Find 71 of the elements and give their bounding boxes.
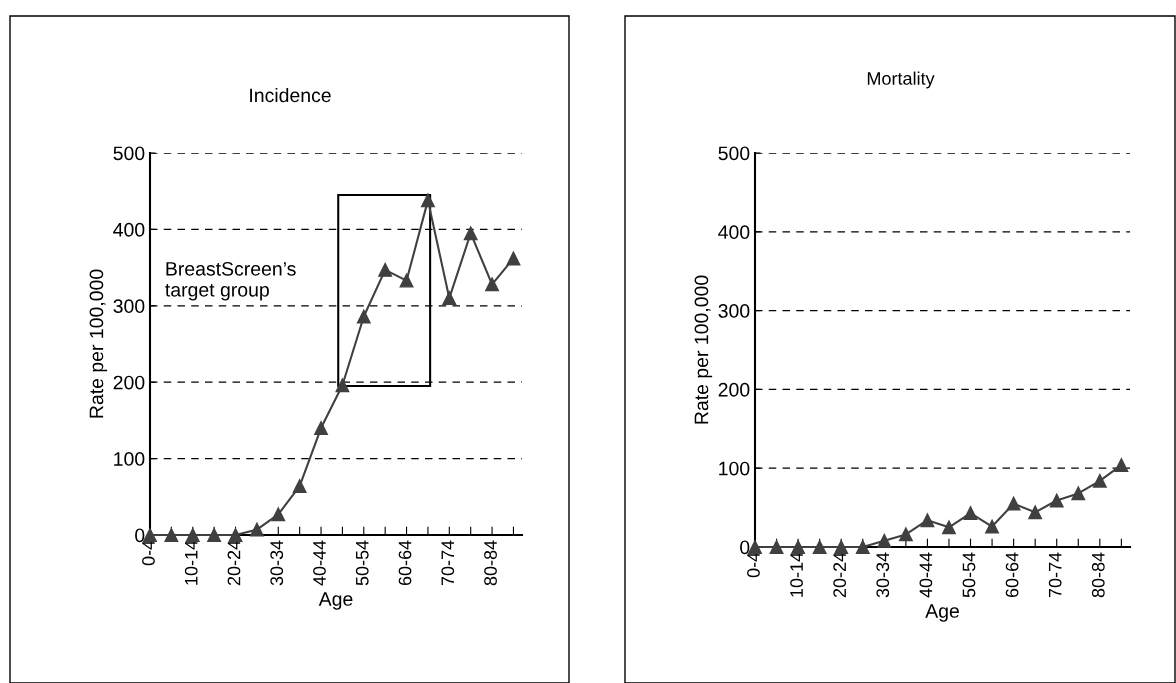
point (920, 513, 935, 528)
y-tick-label: 400 (113, 222, 145, 237)
x-tick-label: 40-44 (313, 540, 326, 586)
point (485, 277, 500, 292)
y-tick-label: 200 (718, 382, 750, 397)
annotation: BreastScreen’s target group (165, 261, 296, 301)
y-tick-label: 500 (113, 146, 145, 161)
x-tick-label: 80-84 (1091, 552, 1105, 598)
x-tick-label: 20-24 (833, 552, 847, 598)
x-tick-label: 20-24 (227, 540, 241, 586)
y-tick-label: 0 (740, 540, 750, 555)
x-tick-label: 50-54 (355, 540, 369, 586)
point (834, 540, 849, 554)
y-tick-label: 0 (135, 528, 145, 543)
x-tick-label: 0-4 (142, 540, 155, 566)
point (1114, 458, 1129, 472)
y-tick-label: 100 (114, 452, 145, 466)
x-tick-label: 30-34 (270, 540, 284, 586)
point (985, 519, 1000, 534)
y-tick-label: 100 (719, 461, 750, 476)
x-tick-label: 40-44 (919, 552, 933, 598)
point (812, 540, 827, 554)
point (378, 262, 393, 277)
point (164, 528, 179, 542)
x-axis-title: Age (925, 604, 959, 622)
point (228, 528, 243, 542)
point (942, 520, 956, 535)
point (898, 527, 913, 542)
point (356, 309, 371, 324)
point (1071, 486, 1086, 501)
y-tick-label: 400 (718, 225, 750, 240)
x-tick-label: 30-34 (876, 552, 890, 598)
point (292, 479, 307, 494)
point (314, 421, 328, 435)
x-tick-label: 10-14 (184, 540, 198, 585)
y-tick-label: 500 (718, 146, 750, 161)
point (1092, 473, 1107, 488)
point (442, 291, 457, 306)
point (1049, 493, 1064, 508)
point (399, 273, 414, 288)
point (791, 540, 806, 554)
x-tick-label: 0-4 (747, 552, 760, 578)
x-tick-label: 70-74 (441, 540, 455, 586)
point (463, 226, 478, 241)
point (506, 251, 521, 266)
chart-title: Mortality (867, 71, 935, 89)
x-tick-label: 60-64 (1005, 552, 1019, 598)
point (963, 506, 978, 521)
point (877, 533, 892, 548)
y-tick-label: 200 (113, 375, 145, 390)
y-axis-title: Rate per 100,000 (694, 275, 713, 424)
y-axis-title: Rate per 100,000 (89, 269, 108, 418)
y-tick-label: 300 (113, 299, 145, 314)
x-tick-label: 80-84 (484, 540, 497, 586)
x-axis-title: Age (318, 592, 353, 610)
point (271, 507, 286, 522)
point (769, 540, 784, 554)
point (855, 540, 870, 554)
x-tick-label: 50-54 (962, 552, 976, 598)
x-tick-label: 10-14 (790, 552, 803, 597)
chart-title: Incidence (250, 87, 331, 103)
point (185, 528, 200, 542)
y-tick-label: 300 (718, 304, 750, 318)
point (335, 378, 350, 393)
x-tick-label: 70-74 (1048, 552, 1062, 598)
x-tick-label: 60-64 (398, 540, 412, 586)
point (249, 522, 264, 537)
point (207, 528, 222, 542)
point (1028, 505, 1043, 520)
point (1006, 496, 1021, 511)
point (420, 193, 435, 208)
